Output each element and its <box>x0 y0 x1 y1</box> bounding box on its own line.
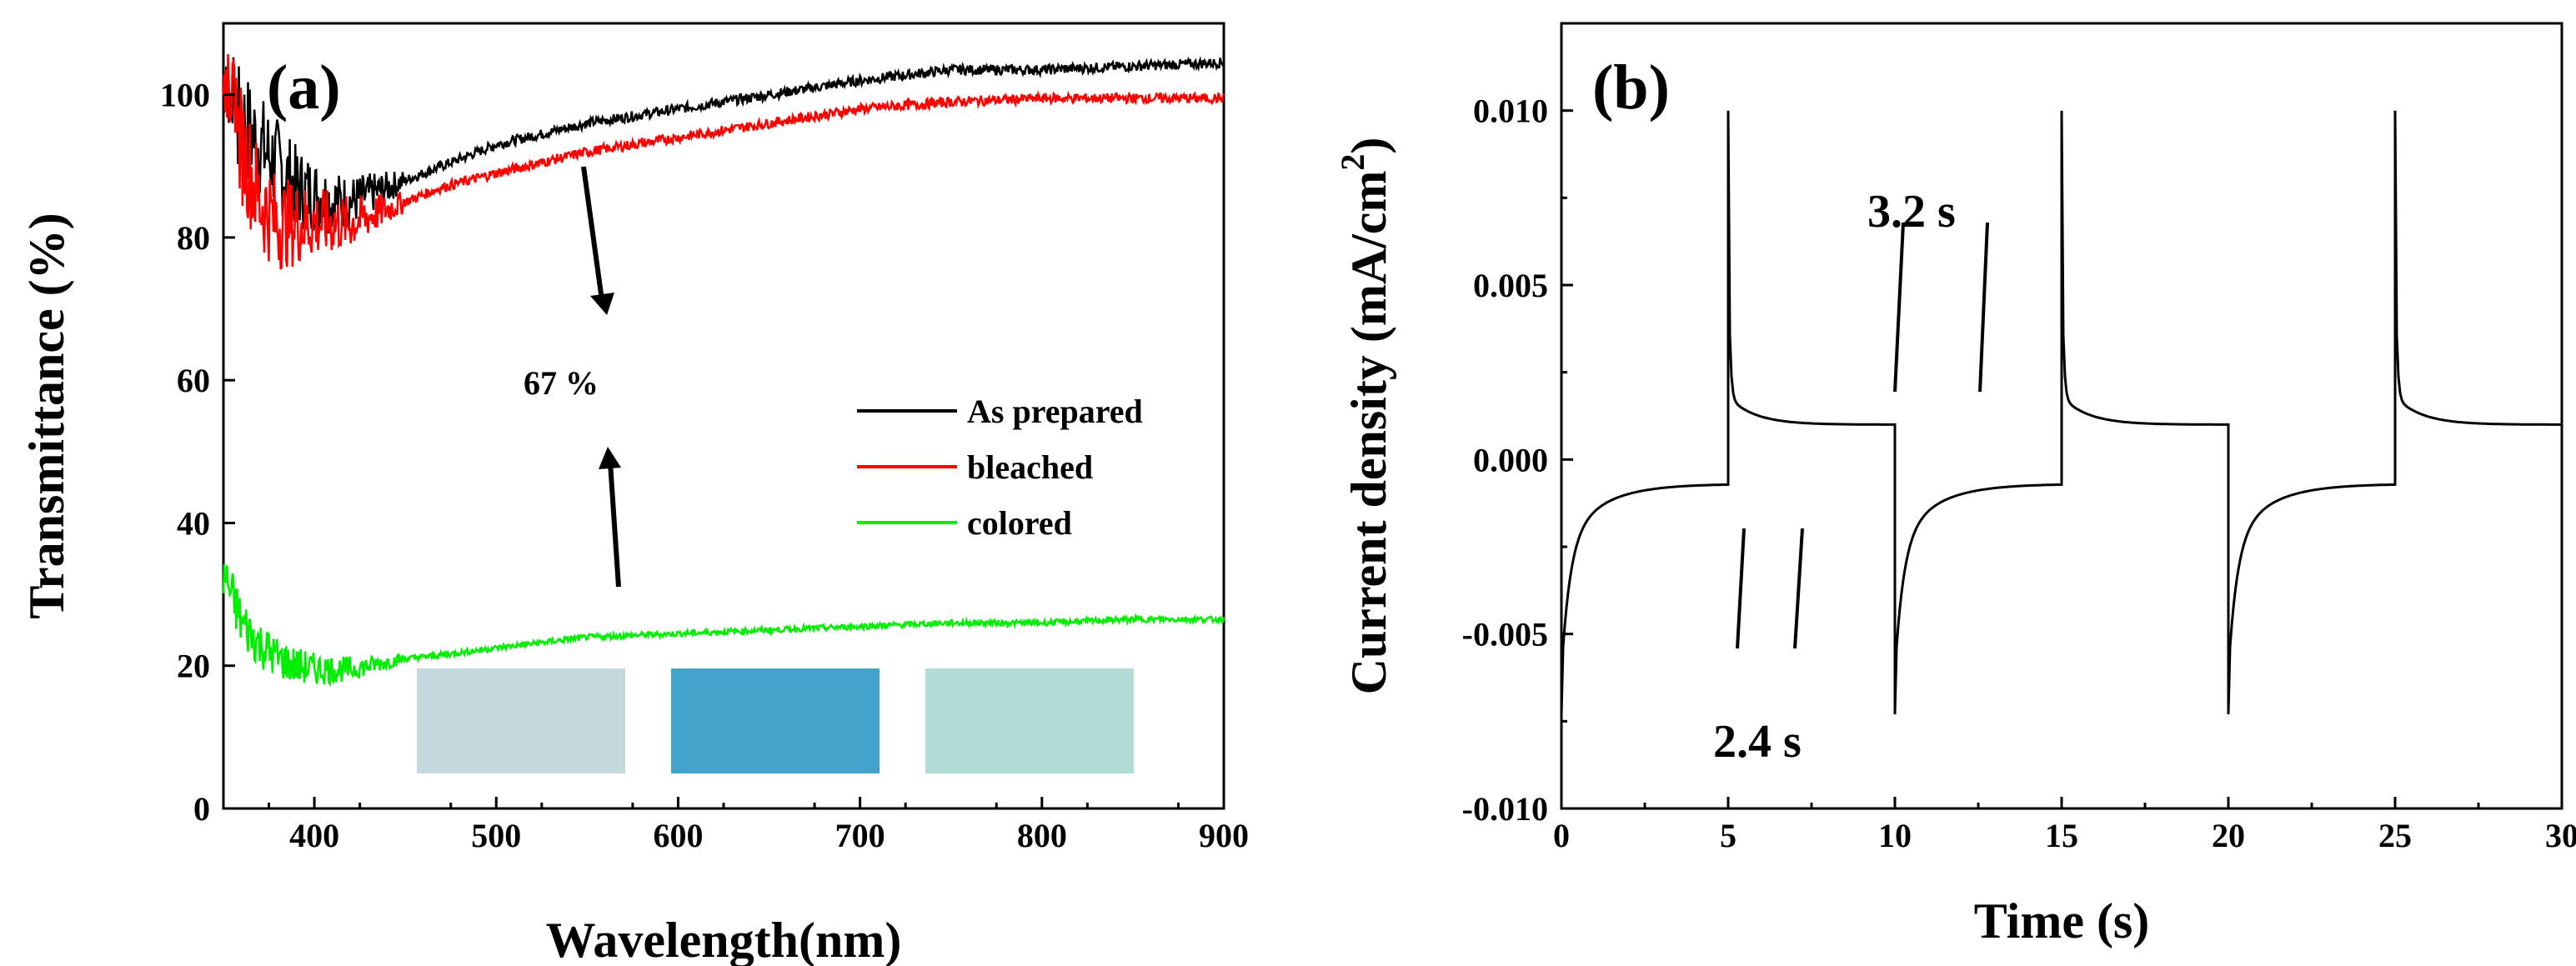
series-line-bleached <box>222 53 1225 270</box>
series-line-colored <box>222 563 1225 688</box>
legend-label-colored: colored <box>967 504 1072 542</box>
y-tick-label: 0.000 <box>1473 441 1548 478</box>
legend-label-as-prepared: As prepared <box>967 393 1143 430</box>
panel-b-current-density: 0 5 10 15 20 25 30-0.010-0.0050.0000.0050.010 … <box>1334 22 2576 948</box>
x-tick-label: 10 <box>1878 817 1912 854</box>
x-tick-label: 400 <box>289 817 339 854</box>
series-line-as-prepared <box>222 55 1225 234</box>
panel-a-x-axis-label: Wavelength(nm) <box>546 913 902 966</box>
x-tick-label: 600 <box>653 817 703 854</box>
x-tick-label: 30 <box>2545 817 2576 854</box>
x-tick-label: 25 <box>2378 817 2412 854</box>
y-tick-label: 60 <box>177 362 210 399</box>
x-tick-label: 20 <box>2212 817 2245 854</box>
panel-b-marker-line <box>1736 528 1746 649</box>
panel-b-y-axis-label-main: Current density (mA/cm <box>1341 171 1396 695</box>
x-tick-label: 15 <box>2045 817 2078 854</box>
legend-label-bleached: bleached <box>967 448 1093 486</box>
y-tick-label: -0.010 <box>1462 790 1548 828</box>
x-tick-label: 500 <box>471 817 521 854</box>
panel-a-inset-photos <box>417 668 1134 773</box>
y-tick-label: 100 <box>160 77 210 114</box>
inset-color-swatch <box>417 668 625 773</box>
panel-a-arrow-up-shaft <box>608 462 621 588</box>
panel-b-series-group <box>1560 110 2563 808</box>
panel-a-legend: As prepared bleached colored <box>857 393 1143 542</box>
x-tick-label: 0 <box>1553 817 1570 854</box>
series-line-current-density <box>1560 110 2563 808</box>
panel-b-y-axis-label-superscript: 2 <box>1334 154 1371 171</box>
y-tick-label: 0 <box>193 790 210 828</box>
panel-a-label: (a) <box>267 53 341 123</box>
y-tick-label: 0.010 <box>1473 93 1548 130</box>
panel-a-arrow-down-head <box>590 293 614 315</box>
panel-b-y-axis-label-close: ) <box>1341 138 1396 154</box>
panel-a-arrow-down-shaft <box>581 166 604 301</box>
y-tick-label: -0.005 <box>1462 616 1548 653</box>
x-tick-label: 5 <box>1720 817 1737 854</box>
panel-b-marker-line <box>1893 222 1905 393</box>
y-tick-label: 0.005 <box>1473 267 1548 304</box>
panel-b-y-axis-label: Current density (mA/cm2) <box>1334 138 1396 695</box>
inset-color-swatch <box>925 668 1134 773</box>
panel-b-marker-line <box>1793 528 1804 649</box>
inset-color-swatch <box>671 668 880 773</box>
panel-a-annotation-67pct: 67 % <box>524 364 599 402</box>
panel-a-ticks: 400 500 600 700 800 900 0 20 40 60 80 100 <box>160 77 1249 854</box>
panel-b-annotation-2-4s: 2.4 s <box>1713 716 1802 768</box>
panel-b-label: (b) <box>1592 53 1670 123</box>
y-tick-label: 80 <box>177 219 210 257</box>
y-tick-label: 20 <box>177 648 210 685</box>
panel-b-ticks: 0 5 10 15 20 25 30 -0.010 -0.005 0.000 0.005 0.010 <box>1462 93 2576 854</box>
x-tick-label: 800 <box>1017 817 1067 854</box>
panel-a-series-group <box>222 53 1225 688</box>
x-tick-label: 900 <box>1199 817 1249 854</box>
x-tick-label: 700 <box>835 817 885 854</box>
panel-b-marker-line <box>1978 222 1989 393</box>
panel-b-x-axis-label: Time (s) <box>1974 893 2150 948</box>
panel-a-arrow-up-head <box>599 447 621 469</box>
panel-b-annotation-3-2s: 3.2 s <box>1867 186 1956 238</box>
panel-a-y-axis-label: Transmittance (%) <box>19 213 74 618</box>
y-tick-label: 40 <box>177 504 210 542</box>
